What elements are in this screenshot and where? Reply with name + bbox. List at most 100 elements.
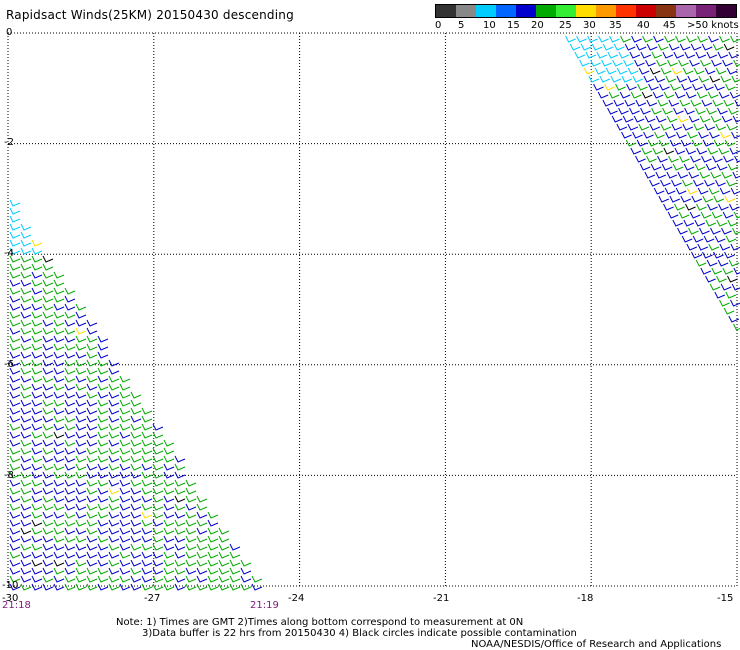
wind-barb bbox=[663, 203, 674, 211]
wind-barb bbox=[130, 463, 142, 471]
lat-label-minus4: -4 bbox=[4, 248, 14, 259]
wind-barb bbox=[53, 463, 65, 471]
wind-barb bbox=[64, 463, 76, 471]
wind-barb bbox=[42, 319, 54, 327]
wind-barb bbox=[729, 147, 740, 155]
wind-barb bbox=[674, 203, 685, 211]
wind-barb bbox=[185, 487, 197, 495]
wind-barb bbox=[9, 287, 21, 295]
wind-barb bbox=[185, 519, 197, 527]
wind-barb bbox=[42, 535, 54, 543]
wind-barb bbox=[9, 415, 21, 423]
wind-barb bbox=[108, 399, 120, 407]
wind-barb bbox=[703, 235, 715, 243]
wind-barb bbox=[141, 447, 153, 455]
wind-barb bbox=[31, 495, 43, 503]
wind-barb bbox=[141, 431, 153, 439]
wind-barb bbox=[696, 203, 707, 211]
wind-barb bbox=[53, 311, 65, 319]
wind-barb bbox=[119, 375, 131, 383]
legend-swatch-45 bbox=[676, 5, 696, 17]
wind-barb bbox=[141, 479, 153, 487]
wind-barb bbox=[152, 455, 164, 463]
wind-barb bbox=[644, 171, 656, 179]
wind-barb bbox=[108, 559, 120, 567]
wind-barb bbox=[676, 75, 688, 83]
wind-barb bbox=[75, 575, 87, 583]
wind-barb bbox=[97, 575, 109, 583]
wind-barb bbox=[163, 567, 175, 575]
wind-barb bbox=[616, 123, 628, 131]
wind-barb bbox=[64, 351, 76, 359]
wind-barb bbox=[185, 575, 197, 583]
wind-barb bbox=[130, 503, 142, 511]
wind-barb bbox=[218, 527, 230, 535]
wind-barb bbox=[75, 503, 87, 511]
wind-barb bbox=[53, 407, 65, 415]
wind-barb bbox=[64, 303, 76, 311]
wind-barb bbox=[42, 543, 54, 551]
wind-barb bbox=[97, 367, 109, 375]
wind-barb bbox=[42, 303, 54, 311]
wind-barb bbox=[679, 43, 691, 51]
wind-barb bbox=[119, 431, 131, 439]
wind-barb bbox=[75, 447, 87, 455]
wind-barb bbox=[218, 583, 230, 591]
wind-barb bbox=[722, 267, 734, 275]
wind-barb bbox=[616, 67, 628, 75]
wind-barb bbox=[42, 279, 54, 287]
wind-barb bbox=[130, 551, 142, 559]
wind-barb bbox=[108, 583, 120, 591]
wind-barb bbox=[53, 471, 65, 479]
wind-barb bbox=[97, 391, 109, 399]
wind-barb bbox=[108, 391, 120, 399]
wind-barb bbox=[31, 583, 43, 591]
wind-barb bbox=[75, 567, 87, 575]
wind-barb bbox=[196, 519, 208, 527]
wind-barb bbox=[42, 511, 54, 519]
wind-barb bbox=[668, 99, 680, 107]
wind-barb bbox=[31, 543, 43, 551]
wind-barb bbox=[9, 391, 21, 399]
wind-barb bbox=[31, 423, 43, 431]
wind-barb bbox=[207, 583, 219, 591]
wind-barb bbox=[686, 243, 698, 251]
wind-barb bbox=[53, 519, 65, 527]
wind-barb bbox=[130, 399, 142, 407]
wind-barb bbox=[31, 479, 43, 487]
wind-barb bbox=[630, 147, 642, 155]
wind-barb bbox=[734, 99, 740, 107]
wind-barb bbox=[86, 359, 98, 367]
wind-barb bbox=[119, 455, 131, 463]
wind-barb bbox=[729, 203, 740, 211]
wind-barb bbox=[196, 559, 208, 567]
wind-barb bbox=[53, 327, 65, 335]
wind-barb bbox=[688, 115, 700, 123]
wind-barb bbox=[647, 139, 659, 147]
wind-barb bbox=[20, 503, 32, 511]
wind-barb bbox=[64, 503, 76, 511]
wind-barb bbox=[119, 407, 131, 415]
wind-barb bbox=[607, 51, 619, 59]
wind-barb bbox=[719, 299, 730, 307]
wind-barb bbox=[53, 487, 65, 495]
wind-barb bbox=[97, 495, 109, 503]
wind-barb bbox=[240, 567, 252, 575]
wind-barb bbox=[692, 83, 703, 91]
wind-barb bbox=[632, 131, 643, 139]
wind-barb bbox=[641, 91, 653, 99]
wind-barb bbox=[715, 67, 727, 75]
wind-barb bbox=[9, 527, 21, 535]
wind-barb bbox=[86, 455, 98, 463]
wind-barb bbox=[719, 35, 730, 43]
wind-barb bbox=[86, 471, 98, 479]
wind-barb bbox=[97, 359, 109, 367]
wind-barb bbox=[218, 535, 230, 543]
wind-barb bbox=[75, 335, 87, 343]
wind-barb bbox=[731, 283, 740, 291]
wind-barb bbox=[20, 287, 32, 295]
wind-barb bbox=[119, 399, 131, 407]
wind-barb bbox=[185, 495, 197, 503]
wind-barb bbox=[152, 535, 164, 543]
wind-barb bbox=[653, 187, 665, 195]
